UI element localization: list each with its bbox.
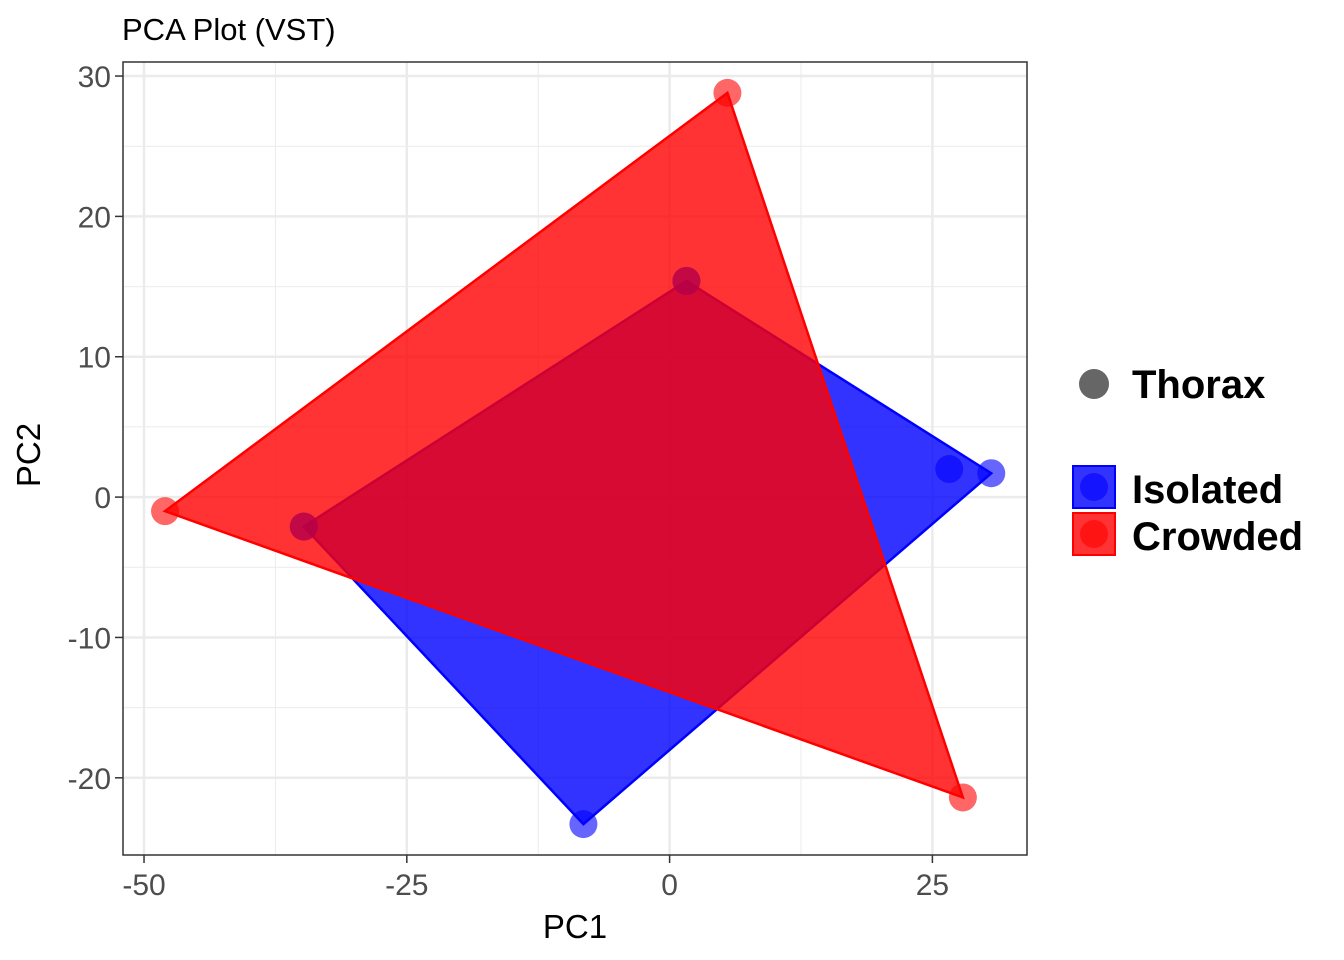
data-point-crowded — [151, 497, 180, 526]
y-tick-label: 20 — [78, 201, 111, 234]
data-point-isolated — [935, 455, 964, 484]
y-axis: -20 -10 0 10 20 30 — [68, 61, 123, 796]
x-axis-title: PC1 — [543, 908, 607, 945]
data-point-isolated — [569, 810, 598, 839]
legend-label-crowded: Crowded — [1132, 515, 1303, 559]
legend-key-crowded-dot — [1080, 520, 1108, 548]
data-point-isolated — [977, 459, 1006, 488]
x-tick-label: 0 — [661, 869, 678, 902]
x-axis: -50 -25 0 25 — [122, 855, 949, 902]
y-axis-title: PC2 — [10, 423, 47, 487]
x-tick-label: -50 — [122, 869, 165, 902]
y-tick-label: 10 — [78, 342, 111, 375]
legend-key-isolated-dot — [1080, 473, 1108, 501]
legend-label-thorax: Thorax — [1132, 363, 1265, 407]
y-tick-label: -10 — [68, 622, 111, 655]
legend-label-isolated: Isolated — [1132, 468, 1283, 512]
y-tick-label: -20 — [68, 763, 111, 796]
plot-panel — [122, 61, 1028, 856]
y-tick-label: 30 — [78, 61, 111, 94]
legend: Thorax Isolated Crowded — [1072, 363, 1303, 559]
legend-shape-key-thorax — [1079, 369, 1109, 399]
hull-crowded — [162, 90, 965, 800]
data-points — [151, 78, 1006, 839]
plot-panel-border — [122, 61, 1028, 856]
data-point-crowded — [672, 266, 701, 295]
x-tick-label: -25 — [385, 869, 428, 902]
x-tick-label: 25 — [916, 869, 949, 902]
data-point-crowded — [948, 783, 977, 812]
data-point-crowded — [713, 78, 742, 107]
data-point-crowded — [289, 512, 318, 541]
chart-title: PCA Plot (VST) — [122, 12, 336, 47]
y-tick-label: 0 — [94, 482, 111, 515]
